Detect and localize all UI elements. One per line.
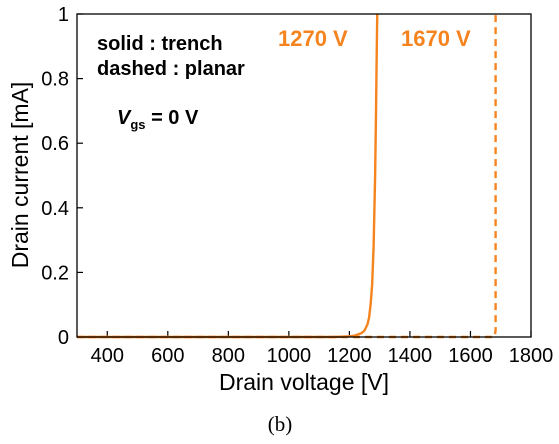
y-tick-label: 0.4 — [41, 198, 69, 220]
x-tick-label: 1800 — [509, 345, 554, 367]
x-tick-label: 1200 — [327, 345, 372, 367]
y-tick-label: 1 — [58, 4, 69, 26]
vgs-subscript: gs — [130, 117, 145, 132]
x-tick-labels: 400 600 800 1000 1200 1400 1600 1800 — [91, 345, 554, 367]
legend-dashed-note: dashed : planar — [97, 58, 245, 80]
y-tick-label: 0.6 — [41, 133, 69, 155]
y-tick-marks — [77, 13, 83, 338]
y-tick-label: 0.8 — [41, 69, 69, 91]
figure-caption: (b) — [268, 412, 293, 436]
y-axis-label: Drain current [mA] — [7, 82, 33, 269]
vgs-condition: Vgs = 0 V — [117, 107, 199, 132]
x-tick-label: 1400 — [388, 345, 433, 367]
x-axis-label: Drain voltage [V] — [219, 369, 389, 395]
legend-solid-note: solid : trench — [97, 33, 223, 55]
x-tick-label: 1000 — [267, 345, 312, 367]
x-tick-label: 800 — [212, 345, 245, 367]
trench-breakdown-label: 1270 V — [278, 26, 348, 51]
planar-breakdown-label: 1670 V — [401, 26, 471, 51]
y-tick-label: 0.2 — [41, 262, 69, 284]
y-tick-label: 0 — [58, 327, 69, 349]
x-tick-label: 600 — [151, 345, 184, 367]
x-tick-label: 1600 — [448, 345, 493, 367]
vgs-symbol: V — [117, 107, 132, 129]
x-tick-label: 400 — [91, 345, 124, 367]
y-tick-labels: 0 0.2 0.4 0.6 0.8 1 — [41, 4, 69, 349]
plot-frame — [76, 13, 532, 338]
vgs-value: = 0 V — [146, 107, 199, 129]
